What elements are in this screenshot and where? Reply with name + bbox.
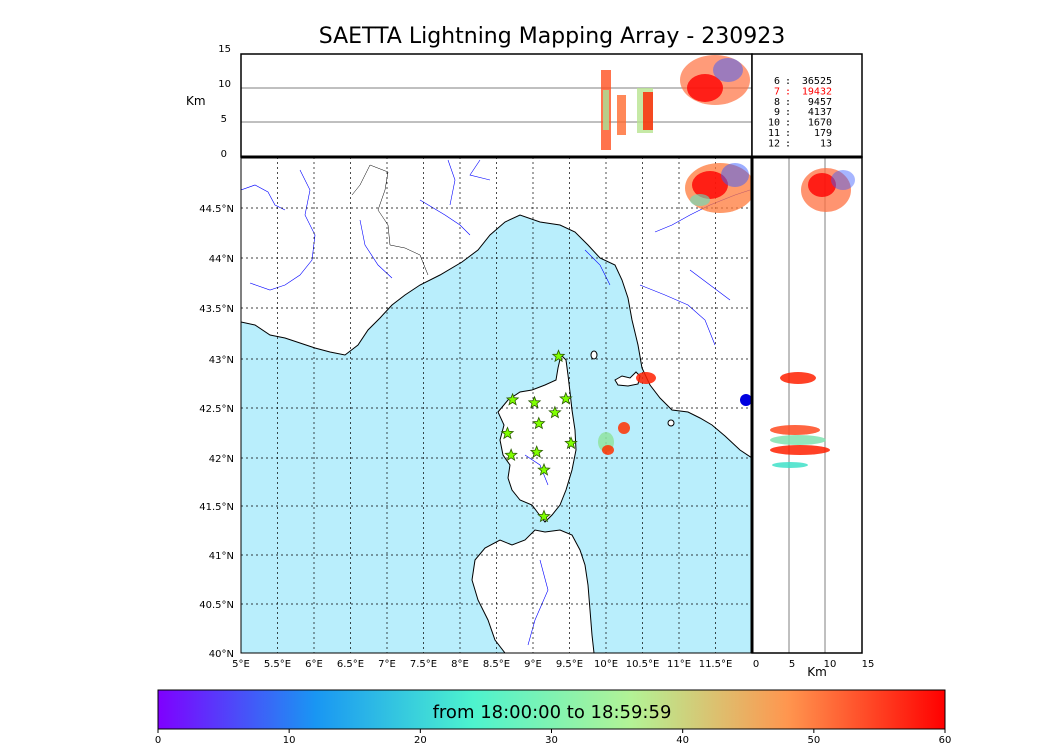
alt-tick: 10 [218,79,231,90]
count-row-separator: : [785,128,791,139]
station-star-marker [564,436,578,450]
count-row-stations: 6 [774,76,780,87]
corsica-island [497,354,577,523]
count-row-separator: : [785,76,791,87]
side-axis-label: Km [807,665,827,679]
lat-tick-label: 44°N [209,254,234,265]
count-row-stations: 9 [774,107,780,118]
side-tick: 5 [789,659,795,670]
count-row-separator: : [785,138,791,149]
side-tick: 0 [753,659,759,670]
lat-tick-label: 42°N [209,454,234,465]
lat-tick-label: 43°N [209,355,234,366]
colorbar-gradient [157,689,946,730]
count-row-stations: 8 [774,97,780,108]
alt-tick: 5 [221,114,227,125]
count-row-value: 13 [820,138,832,149]
map-panel [240,156,753,654]
lon-tick-label: 5.5°E [264,659,291,670]
station-markers [500,349,578,523]
station-star-marker [504,448,518,461]
station-star-marker [559,391,573,405]
lon-tick-label: 8.5°E [483,659,510,670]
latitude-tick-labels: 44.5°N 44°N 43.5°N 43°N 42.5°N 42°N 41.5°N 41°N… [199,204,234,660]
station-star-marker [532,416,546,430]
station-count-table: 6:365257:194328:94579:413710:167011:1791… [751,53,863,158]
colorbar-tick-label: 60 [939,735,952,746]
count-row-separator: : [785,97,791,108]
lon-tick-label: 5°E [232,659,250,670]
lon-tick-label: 10.5°E [626,659,660,670]
longitude-tick-labels: 5°E 5.5°E 6°E 6.5°E 7°E 7.5°E 8°E 8.5°E 9°E 9.5°E… [232,659,732,670]
lat-tick-label: 42.5°N [199,404,234,415]
lon-tick-label: 8°E [451,659,469,670]
alt-tick: 0 [221,149,227,160]
alt-tick: 15 [218,44,231,55]
station-star-marker [529,445,544,459]
lat-tick-label: 43.5°N [199,304,234,315]
station-star-marker [505,392,520,406]
lon-tick-label: 10°E [594,659,618,670]
mainland-land [241,157,752,459]
count-row-stations: 7 [774,86,780,97]
count-row-value: 9457 [808,97,832,108]
station-star-marker [527,395,542,409]
station-star-marker [548,405,562,419]
lon-tick-label: 11°E [667,659,691,670]
giglio-island [667,419,675,427]
count-row-value: 1670 [808,118,832,129]
colorbar-tick-label: 50 [807,735,820,746]
count-row-separator: : [785,107,791,118]
colorbar-tick-label: 40 [676,735,689,746]
lon-tick-label: 11.5°E [699,659,733,670]
lat-tick-label: 40.5°N [199,600,234,611]
count-row-separator: : [785,118,791,129]
lon-tick-label: 9°E [524,659,542,670]
count-row-stations: 12 [768,138,780,149]
count-row-value: 4137 [808,107,832,118]
colorbar-tick-label: 30 [545,735,558,746]
lon-tick-label: 7.5°E [410,659,437,670]
count-row-value: 19432 [802,86,832,97]
count-row-value: 179 [814,128,832,139]
colorbar-time-range-label: from 18:00:00 to 18:59:59 [432,702,672,723]
colorbar: 0 10 20 30 40 50 60 [155,689,952,746]
graticule [241,157,752,653]
colorbar-tick-label: 0 [155,735,161,746]
lat-tick-label: 41°N [209,551,234,562]
side-tick: 15 [862,659,875,670]
station-star-marker [551,349,566,363]
lat-tick-label: 44.5°N [199,204,234,215]
lon-tick-label: 9.5°E [556,659,583,670]
altitude-latitude-panel: 0 5 10 15 Km [241,155,875,679]
lon-tick-label: 7°E [378,659,396,670]
lon-tick-label: 6°E [305,659,323,670]
colorbar-tick-label: 20 [414,735,427,746]
lat-tick-label: 41.5°N [199,502,234,513]
lat-tick-label: 40°N [209,649,234,660]
count-row-stations: 11 [768,128,780,139]
altitude-axis-label: Km [186,94,206,108]
lightning-clusters-map [598,163,752,455]
station-star-marker [537,462,551,476]
capraia-island [590,350,598,360]
count-row-stations: 10 [768,118,780,129]
altitude-longitude-panel: 15 10 5 0 Km [186,44,753,160]
count-row-separator: : [785,86,791,97]
side-tick: 10 [824,659,837,670]
station-star-marker [500,426,515,440]
lon-tick-label: 6.5°E [337,659,364,670]
map-title: SAETTA Lightning Mapping Array - 230923 [318,24,786,49]
station-star-marker [537,509,551,523]
colorbar-tick-label: 10 [283,735,296,746]
count-row-value: 36525 [802,76,832,87]
